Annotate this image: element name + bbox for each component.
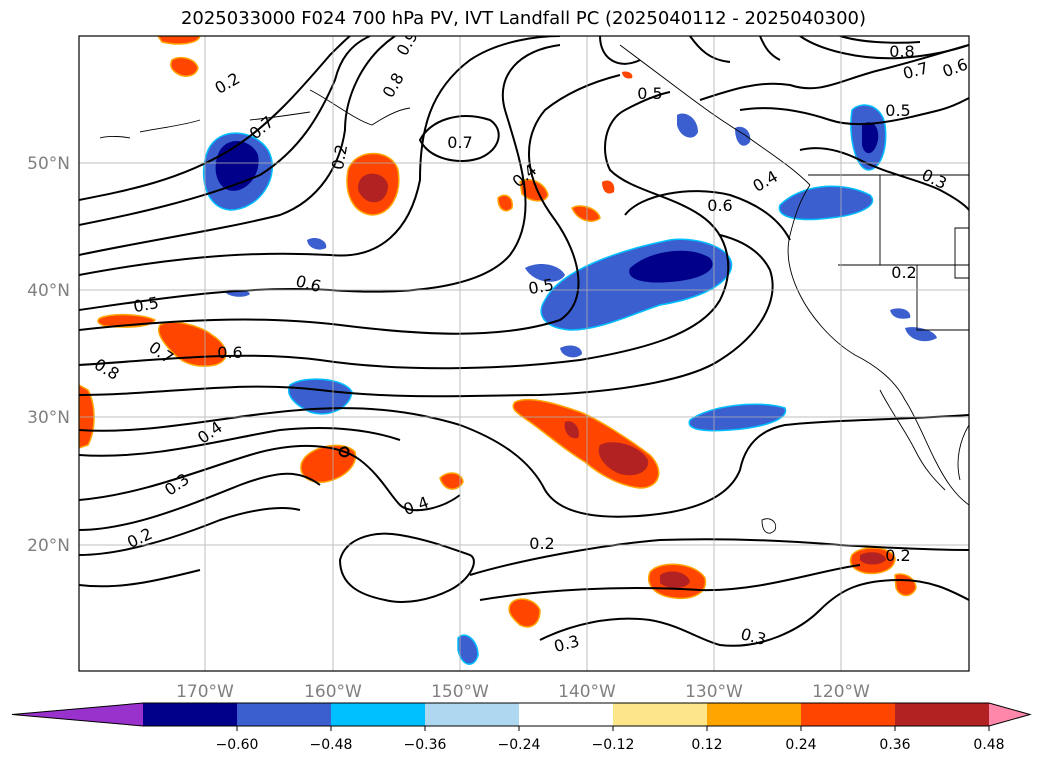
neg-region xyxy=(677,113,698,138)
pos-region xyxy=(860,552,886,565)
positive-shading xyxy=(79,36,917,628)
pos-region xyxy=(602,180,615,194)
lon-label: 140°W xyxy=(558,682,616,702)
pos-region xyxy=(660,571,690,589)
contour-label: 0.4 xyxy=(401,493,431,520)
colorbar-tick-label: −0.60 xyxy=(216,737,259,753)
lat-label: 50°N xyxy=(27,154,70,174)
contour-label: 0.3 xyxy=(552,631,582,656)
pos-region xyxy=(519,178,549,202)
contour-label: 0.6 xyxy=(940,55,970,82)
contour-label: 0.3 xyxy=(161,469,193,499)
colorbar-extend-low xyxy=(12,703,143,726)
pos-region xyxy=(157,36,201,45)
colorbar-tick-label: 0.12 xyxy=(691,737,722,753)
graticule xyxy=(79,36,969,671)
contour-label: 0.2 xyxy=(529,534,554,553)
negative-shading xyxy=(202,104,937,665)
neg-region xyxy=(540,238,733,331)
colorbar-tick-label: 0.36 xyxy=(879,737,910,753)
contour-label: 0.2 xyxy=(891,263,916,282)
contour-label: 0.4 xyxy=(749,167,781,196)
lon-label: 150°W xyxy=(431,682,489,702)
neg-region xyxy=(905,327,937,342)
colorbar: −0.60 −0.48 −0.36 −0.24 −0.12 0.12 0.24 0.36 0.4… xyxy=(11,702,1032,753)
neg-region xyxy=(778,185,874,221)
neg-region xyxy=(890,308,911,319)
colorbar-segment xyxy=(425,703,520,726)
colorbar-segment xyxy=(331,703,426,726)
contour-label: 0.7 xyxy=(447,133,472,152)
pos-region xyxy=(622,71,633,79)
pos-region xyxy=(564,421,579,439)
colorbar-tick-label: 0.24 xyxy=(785,737,816,753)
lon-label: 160°W xyxy=(304,682,362,702)
contour-label: 0.6 xyxy=(707,196,732,215)
lat-label: 20°N xyxy=(27,536,70,556)
colorbar-outline xyxy=(11,702,1032,727)
contour-label: 0.2 xyxy=(885,546,910,565)
map-title: 2025033000 F024 700 hPa PV, IVT Landfall… xyxy=(180,8,867,29)
neg-region xyxy=(560,345,582,358)
contour-label: 0.5 xyxy=(132,293,160,316)
contour-label: 0.8 xyxy=(889,42,914,61)
contour-label: 0.2 xyxy=(328,143,351,171)
coastlines xyxy=(99,44,969,534)
pv-contours xyxy=(79,36,969,647)
contour-label: 0.6 xyxy=(217,343,242,362)
lat-label: 30°N xyxy=(27,408,70,428)
contour-label: 0.9 xyxy=(393,27,422,59)
map-area: 0.2 0.7 0.8 0.9 0.7 0.5 0.8 0.7 0.6 0.5 … xyxy=(79,27,970,671)
colorbar-segment xyxy=(895,703,990,726)
contour-label: 0.2 xyxy=(124,524,155,552)
colorbar-segment xyxy=(613,703,708,726)
contour-label: 0.5 xyxy=(637,84,662,103)
colorbar-segment xyxy=(143,703,238,726)
pos-region xyxy=(598,442,649,476)
lon-label: 130°W xyxy=(685,682,743,702)
neg-region xyxy=(629,250,713,283)
contour-label: 0.8 xyxy=(91,355,123,384)
colorbar-segment xyxy=(801,703,896,726)
pos-region xyxy=(170,56,199,77)
map-frame xyxy=(78,35,970,672)
pos-region xyxy=(571,205,601,222)
contour-label: 0.2 xyxy=(211,69,243,98)
longitude-labels: 170°W 160°W 150°W 140°W 130°W 120°W xyxy=(176,682,870,702)
neg-region xyxy=(307,237,327,250)
colorbar-tick-label: −0.12 xyxy=(592,737,635,753)
latitude-labels: 50°N 40°N 30°N 20°N xyxy=(27,154,70,556)
neg-region xyxy=(862,122,879,154)
neg-region xyxy=(525,264,565,282)
neg-region xyxy=(735,126,751,146)
contour-label: 0.5 xyxy=(885,101,910,120)
contour-label: 0.3 xyxy=(919,165,950,193)
lat-label: 40°N xyxy=(27,281,70,301)
pos-region xyxy=(439,472,464,490)
contour-label: 0.8 xyxy=(379,69,408,101)
contour-label: 0.7 xyxy=(901,58,931,83)
pos-region xyxy=(894,573,917,597)
colorbar-extend-high xyxy=(989,703,1030,726)
pos-region xyxy=(300,444,357,483)
colorbar-segment xyxy=(519,703,614,726)
colorbar-tick-label: −0.48 xyxy=(310,737,353,753)
colorbar-tick-label: 0.48 xyxy=(973,737,1004,753)
lon-label: 170°W xyxy=(176,682,234,702)
lon-label: 120°W xyxy=(812,682,870,702)
neg-region xyxy=(215,140,259,191)
colorbar-tick-label: −0.24 xyxy=(498,737,541,753)
pos-region xyxy=(508,598,541,628)
colorbar-tick-label: −0.36 xyxy=(404,737,447,753)
pos-region xyxy=(358,173,388,203)
contour-label: 0.5 xyxy=(527,275,555,298)
pos-region xyxy=(497,194,513,212)
pos-region xyxy=(158,321,227,367)
contour-label: 0.6 xyxy=(294,271,324,296)
neg-region xyxy=(457,634,479,665)
colorbar-segment xyxy=(707,703,802,726)
colorbar-segment xyxy=(237,703,332,726)
